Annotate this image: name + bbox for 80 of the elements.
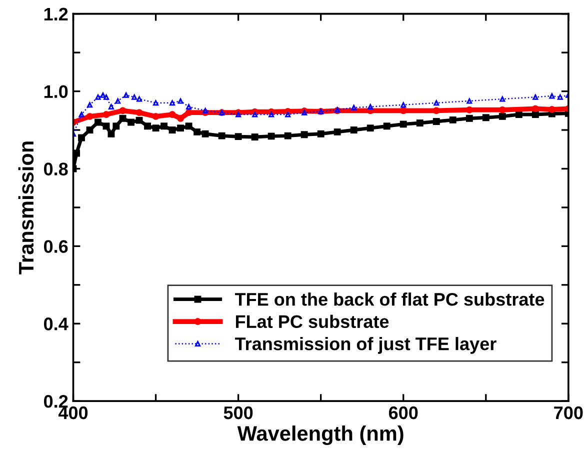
point (94, 118, 102, 126)
point (168, 126, 176, 134)
point (416, 120, 424, 127)
point (86, 112, 94, 120)
legend-label: FLat PC substrate (236, 314, 389, 328)
point (532, 105, 539, 112)
point (400, 120, 407, 128)
legend-label: Transmission of just TFE layer (234, 337, 496, 354)
y-tick-label: 0.6 (44, 240, 68, 253)
point (78, 134, 85, 142)
y-tick-label: 0.4 (44, 318, 68, 330)
x-axis-title: Wavelength (nm) (237, 426, 404, 446)
point (466, 106, 473, 114)
point (136, 109, 143, 116)
point (160, 122, 168, 130)
point (168, 111, 176, 118)
point (334, 128, 341, 136)
point (78, 112, 84, 118)
point (557, 94, 563, 100)
point (119, 107, 126, 114)
point (482, 114, 490, 122)
point (317, 130, 324, 138)
point (100, 92, 106, 98)
point (152, 124, 160, 132)
point (112, 122, 120, 130)
point (548, 106, 556, 113)
line-series (73, 105, 568, 126)
point (194, 128, 201, 136)
point (177, 124, 184, 132)
point (186, 104, 192, 110)
point (515, 111, 522, 118)
point (498, 112, 506, 120)
point (185, 122, 192, 130)
point (136, 116, 143, 124)
legend-label: TFE on the back of flat PC substrate (234, 292, 544, 306)
y-tick-label: 0.2 (44, 395, 68, 408)
point (185, 109, 192, 116)
point (102, 122, 110, 130)
point (300, 131, 308, 138)
y-tick-label: 0.8 (44, 162, 68, 176)
point (152, 112, 160, 120)
point (132, 94, 138, 100)
x-tick-label: 500 (224, 406, 253, 420)
point (432, 118, 440, 125)
point (108, 104, 114, 110)
y-tick-label: 1.0 (44, 85, 68, 98)
point (432, 107, 440, 114)
point (234, 133, 242, 140)
point (123, 92, 129, 98)
point (532, 94, 538, 100)
y-axis-title: Transmission (18, 142, 34, 274)
point (119, 114, 126, 122)
point (218, 132, 226, 140)
point (284, 132, 292, 140)
point (400, 107, 407, 114)
point (103, 94, 110, 100)
point (251, 134, 258, 140)
point (383, 122, 390, 130)
point (466, 114, 473, 122)
y-tick-label: 1.2 (44, 8, 68, 20)
point (498, 106, 506, 114)
point (351, 104, 357, 110)
point (108, 130, 115, 138)
point (202, 108, 208, 114)
x-tick-label: 600 (388, 406, 418, 420)
point (102, 111, 110, 118)
point (532, 111, 539, 118)
point (144, 122, 151, 130)
x-tick-label: 700 (554, 406, 583, 420)
point (350, 126, 358, 134)
point (366, 124, 374, 132)
point (128, 118, 134, 126)
point (368, 104, 374, 110)
point (95, 94, 101, 100)
point (177, 114, 184, 122)
x-tick-label: 400 (58, 406, 88, 420)
point (86, 126, 94, 134)
point (268, 132, 275, 140)
point (202, 130, 209, 138)
point (449, 116, 456, 124)
